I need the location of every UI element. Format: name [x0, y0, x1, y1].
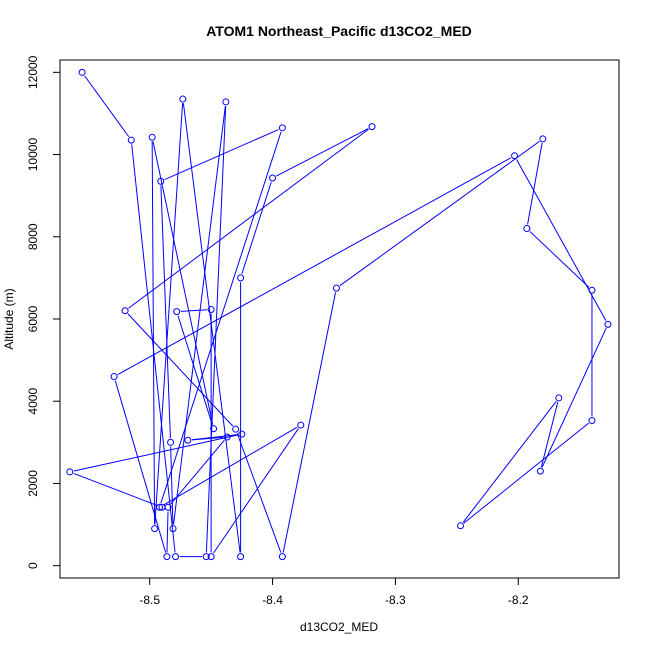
data-point: [184, 436, 192, 444]
y-tick-label: 12000: [26, 55, 40, 89]
data-point: [110, 373, 118, 381]
data-point: [179, 95, 187, 103]
series-segment: [173, 106, 226, 525]
series-segment: [73, 472, 159, 507]
series-segment: [166, 511, 169, 553]
x-tick-label: -8.2: [508, 593, 529, 607]
y-tick-label: 0: [26, 562, 40, 569]
data-point: [202, 553, 210, 561]
series-segment: [282, 292, 337, 553]
series-segment: [127, 313, 234, 427]
series-segment: [177, 315, 213, 425]
data-point: [232, 425, 240, 433]
series-segment: [529, 231, 590, 288]
data-point: [157, 177, 165, 185]
data-point: [523, 225, 531, 233]
series-segment: [114, 380, 167, 553]
data-point: [604, 320, 612, 328]
data-point: [210, 425, 218, 433]
data-point: [297, 421, 305, 429]
y-axis: 0 2000 4000 6000 8000 10000 12000: [26, 55, 61, 569]
series-segment: [84, 75, 130, 138]
data-point: [169, 525, 177, 533]
series-segment: [160, 185, 171, 439]
series-segment: [170, 439, 225, 505]
data-point: [539, 135, 547, 143]
x-tick-label: -8.3: [385, 593, 406, 607]
data-point: [66, 468, 74, 476]
data-point: [151, 525, 159, 533]
series-segment: [463, 422, 590, 524]
data-point: [588, 286, 596, 294]
data-point: [238, 430, 246, 438]
chart-title: ATOM1 Northeast_Pacific d13CO2_MED: [206, 23, 472, 39]
series-segment: [182, 103, 241, 553]
data-point: [156, 503, 164, 511]
series-segment: [170, 446, 174, 525]
series-segment: [164, 129, 279, 181]
series-segment: [339, 140, 540, 287]
x-tick-label: -8.5: [139, 593, 160, 607]
data-point: [278, 124, 286, 132]
y-tick-label: 2000: [26, 470, 40, 497]
y-tick-label: 6000: [26, 305, 40, 332]
x-axis: -8.5 -8.4 -8.3 -8.2: [139, 577, 529, 607]
series-segment: [236, 432, 282, 553]
series-segment: [213, 428, 299, 554]
series-segment: [128, 128, 369, 309]
data-point: [78, 68, 86, 76]
series-segment: [241, 181, 272, 275]
data-point: [269, 174, 277, 182]
x-tick-label: -8.4: [262, 593, 283, 607]
series-segment: [205, 106, 227, 553]
data-point: [148, 133, 156, 141]
data-point: [207, 553, 215, 561]
data-point: [171, 553, 179, 561]
series-segment: [73, 434, 238, 472]
data-point: [173, 308, 181, 316]
x-axis-label: d13CO2_MED: [300, 620, 378, 634]
data-point: [163, 553, 171, 561]
data-point: [555, 394, 563, 402]
series-segment: [151, 141, 156, 525]
data-point: [588, 417, 596, 425]
series-segment: [162, 426, 298, 506]
data-point: [237, 553, 245, 561]
data-point: [278, 553, 286, 561]
data-point: [127, 136, 135, 144]
data-point: [121, 307, 129, 315]
data-point: [167, 438, 175, 446]
series-segment: [191, 434, 238, 441]
data-point: [222, 98, 230, 106]
series-segment: [180, 309, 207, 312]
series-segment: [527, 142, 543, 225]
series-segment: [516, 159, 607, 321]
data-point: [207, 306, 215, 314]
series-segment: [154, 103, 184, 525]
series-segment: [276, 128, 369, 177]
data-point: [332, 284, 340, 292]
series-segment: [541, 327, 607, 468]
data-point: [457, 522, 465, 530]
y-axis-label: Altitude (m): [2, 288, 16, 349]
series-segment: [117, 157, 512, 375]
series-segment: [152, 141, 214, 425]
data-point: [368, 123, 376, 131]
series-segment: [540, 401, 559, 468]
y-tick-label: 10000: [26, 138, 40, 172]
data-point: [237, 274, 245, 282]
data-point: [511, 152, 519, 160]
data-point: [158, 503, 166, 511]
data-point: [223, 433, 231, 441]
data-point: [536, 467, 544, 475]
series-layer: [66, 68, 612, 561]
y-tick-label: 8000: [26, 223, 40, 250]
series-segment: [462, 400, 557, 523]
y-tick-label: 4000: [26, 388, 40, 415]
